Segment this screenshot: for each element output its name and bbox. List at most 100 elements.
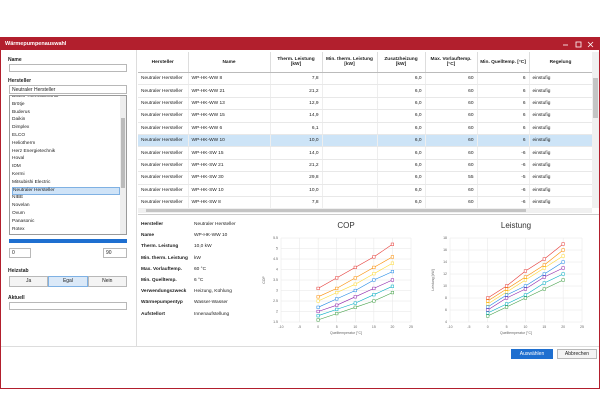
list-item[interactable]: Brötje xyxy=(12,101,25,107)
table-row[interactable]: Neutraler Hersteller WP-HK-SW 15 14,0 6,0 60… xyxy=(138,146,592,160)
list-item[interactable]: Daikin xyxy=(12,117,26,123)
table-cell: einstufig xyxy=(529,72,592,86)
table-row[interactable]: Neutraler Hersteller WP-HK-SW 21 21,2 6,0 60… xyxy=(138,159,592,173)
list-item[interactable]: Neutraler Hersteller xyxy=(12,186,120,195)
list-item[interactable]: ELCO xyxy=(12,133,26,138)
list-item[interactable]: Buderus xyxy=(12,109,30,115)
heizstab-option[interactable]: Ja xyxy=(9,276,49,287)
column-header[interactable]: Min. therm. Leistung [kW] xyxy=(322,52,378,73)
table-row[interactable]: Neutraler Hersteller WP-HK-WW 6 6,1 6,0 60 6 e… xyxy=(138,122,592,135)
list-item[interactable]: Hoval xyxy=(12,156,25,162)
cancel-button[interactable]: Abbrechen xyxy=(557,349,597,359)
table-cell: -5 xyxy=(477,171,530,185)
v-scrollbar-thumb[interactable] xyxy=(593,78,598,118)
list-item[interactable]: Bosch Thermotechnik xyxy=(12,95,59,99)
table-cell: einstufig xyxy=(529,97,592,111)
h-scrollbar-thumb[interactable] xyxy=(146,209,526,212)
chart-title: COP xyxy=(337,221,354,230)
data-point xyxy=(353,276,357,280)
y-axis-label: Leistung [kW] xyxy=(431,269,435,290)
aktuell-dropdown[interactable] xyxy=(9,302,127,310)
table-cell xyxy=(322,159,378,173)
list-item[interactable]: Novelan xyxy=(12,203,30,209)
table-cell: 6,0 xyxy=(377,134,426,148)
list-item[interactable]: Herz Energietechnik xyxy=(12,148,56,154)
table-cell xyxy=(322,171,378,185)
column-header[interactable]: Hersteller xyxy=(138,52,189,73)
table-row[interactable]: Neutraler Hersteller WP-HK-WW 13 12,9 6,0 60… xyxy=(138,97,592,111)
divider xyxy=(1,346,599,347)
data-point xyxy=(561,254,565,258)
table-row[interactable]: Neutraler Hersteller WP-HK-SW 10 10,0 6,0 60… xyxy=(138,184,592,197)
table-row[interactable]: Neutraler Hersteller WP-HK-SW 8 7,8 6,0 60 -6… xyxy=(138,196,592,208)
range-slider[interactable] xyxy=(9,239,127,243)
list-item[interactable]: Dimplex xyxy=(12,125,30,131)
table-cell: 6 xyxy=(477,134,530,148)
list-item[interactable]: Ovum xyxy=(12,211,25,216)
list-item[interactable]: Panasonic xyxy=(12,218,35,224)
table-row[interactable]: Neutraler Hersteller WP-HK-WW 15 14,9 6,0 60… xyxy=(138,109,592,123)
x-tick-label: 20 xyxy=(390,325,394,329)
heizstab-option[interactable]: Nein xyxy=(87,276,127,287)
table-row[interactable]: Neutraler Hersteller WP-HK-WW 8 7,8 6,0 60 6 e… xyxy=(138,72,592,86)
table-cell: 6 xyxy=(477,122,530,135)
table-cell: einstufig xyxy=(529,134,592,148)
data-point xyxy=(372,265,376,269)
list-item[interactable]: Mitsubishi Electric xyxy=(12,179,51,185)
manufacturer-dropdown[interactable]: Neutraler Hersteller xyxy=(9,85,127,94)
column-header[interactable]: Therm. Leistung [kW] xyxy=(270,52,323,73)
y-tick-label: 14 xyxy=(443,260,447,264)
x-tick-label: 0 xyxy=(487,325,489,329)
x-tick-label: -10 xyxy=(447,325,452,329)
detail-value: WP-HK-WW 10 xyxy=(194,233,228,239)
manufacturer-list[interactable]: Bosch Thermotechnik Brötje Buderus Daikin Di… xyxy=(9,95,127,235)
range-min-text: 0 xyxy=(12,250,15,256)
table-cell: Neutraler Hersteller xyxy=(138,159,189,173)
x-tick-label: 25 xyxy=(580,325,584,329)
heizstab-option[interactable]: Egal xyxy=(48,276,88,287)
list-item[interactable]: IDM xyxy=(12,164,21,170)
table-cell: 60 xyxy=(425,122,478,135)
data-point xyxy=(316,314,320,318)
table-cell: WP-HK-WW 15 xyxy=(188,109,271,123)
data-point xyxy=(353,265,357,269)
column-header[interactable]: Max. Vorlauftemp. [°C] xyxy=(425,52,478,73)
list-item[interactable]: Rotex xyxy=(12,226,25,232)
data-point xyxy=(390,242,394,246)
column-header[interactable]: Regelung xyxy=(529,52,592,73)
v-scrollbar[interactable] xyxy=(592,52,599,208)
column-header[interactable]: Min. Quelltemp. [°C] xyxy=(477,52,530,73)
table-row[interactable]: Neutraler Hersteller WP-HK-SW 30 29,8 6,0 55… xyxy=(138,171,592,185)
details-panel: Hersteller Neutraler Hersteller Name WP-HK-… xyxy=(140,218,256,346)
range-min[interactable]: 0 xyxy=(9,248,31,258)
data-point xyxy=(390,278,394,282)
table-cell: 6,1 xyxy=(270,122,323,135)
column-header[interactable]: Zusatzheizung [kW] xyxy=(377,52,426,73)
name-input[interactable] xyxy=(9,64,127,72)
table-row[interactable]: Neutraler Hersteller WP-HK-WW 21 21,2 6,0 60… xyxy=(138,84,592,98)
window-controls[interactable] xyxy=(561,40,597,48)
table-cell: Neutraler Hersteller xyxy=(138,171,189,185)
table-cell: 7,8 xyxy=(270,72,323,86)
detail-label: Aufstellort xyxy=(141,311,165,317)
list-item[interactable]: NIBE xyxy=(12,195,24,201)
table-cell: 60 xyxy=(425,97,478,111)
range-max[interactable]: 90 xyxy=(103,248,127,258)
title-bar: Wärmepumpenauswahl xyxy=(1,38,599,50)
table-row[interactable]: Neutraler Hersteller WP-HK-WW 10 10,0 6,0 60… xyxy=(138,134,592,148)
list-item[interactable]: Kermi xyxy=(12,172,25,177)
select-button[interactable]: Auswählen xyxy=(511,349,553,359)
table-container: Hersteller Name Therm. Leistung [kW] Min. t… xyxy=(138,52,592,208)
table-cell: 6,0 xyxy=(377,146,426,160)
manufacturer-label: Hersteller xyxy=(8,78,32,84)
data-point xyxy=(390,270,394,274)
y-tick-label: 3 xyxy=(276,289,278,293)
table-cell: Neutraler Hersteller xyxy=(138,72,189,86)
cop-chart: COP 1.5 2 2.5 3 3.5 4 4.5 5 5.5 -10 -5 0 5 10 15 20 25 Que… xyxy=(262,221,413,335)
table-cell: Neutraler Hersteller xyxy=(138,122,189,135)
list-item[interactable]: Heliotherm xyxy=(12,140,36,146)
column-header[interactable]: Name xyxy=(188,52,271,73)
scrollbar-thumb[interactable] xyxy=(121,118,125,188)
table-cell: 6,0 xyxy=(377,196,426,208)
